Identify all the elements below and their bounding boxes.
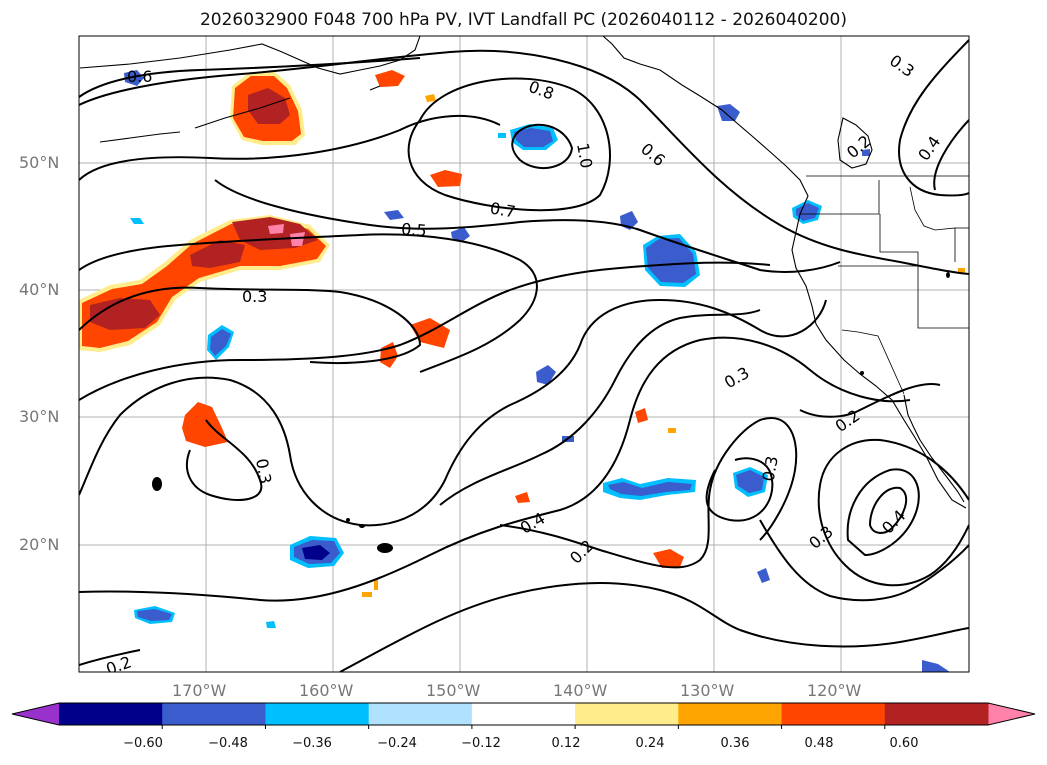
- negative-anomalies: [124, 70, 950, 672]
- contour-label: 1.0: [573, 141, 596, 169]
- lat-label-40n: 40°N: [19, 280, 60, 299]
- colorbar-tick-marks: [161, 725, 886, 729]
- contour-line: [79, 649, 141, 666]
- lat-label-30n: 30°N: [19, 407, 60, 426]
- contour-label: 0.3: [242, 287, 267, 306]
- lon-label-140w: 140°W: [553, 681, 608, 700]
- contour-line: [846, 468, 920, 556]
- map-frame: [78, 35, 970, 673]
- colorbar-tick-label: −0.36: [292, 736, 332, 751]
- colorbar-tick-label: 0.36: [720, 736, 750, 751]
- contour-label: 0.3: [252, 457, 275, 485]
- colorbar-cell: [884, 703, 989, 725]
- colorbar-cell: [678, 703, 783, 725]
- positive-anomalies: [79, 70, 965, 597]
- lat-label-50n: 50°N: [19, 153, 60, 172]
- contour-line: [499, 417, 798, 569]
- colorbar-cell: [575, 703, 679, 725]
- contour-line: [79, 286, 421, 364]
- colorbar-cell: [265, 703, 370, 725]
- contour-line: [869, 486, 908, 534]
- contour-line: [407, 77, 611, 212]
- contour-line: [79, 115, 501, 181]
- coastlines: [79, 36, 967, 509]
- contour-line: [79, 233, 538, 373]
- contour-line: [705, 457, 774, 522]
- colorbar-cell: [471, 703, 576, 725]
- colorbar-tick-label: 0.48: [804, 736, 834, 751]
- contour-line: [79, 336, 911, 602]
- colorbar-cell: [59, 703, 163, 725]
- contour-label: 0.5: [400, 219, 427, 240]
- colorbar-tick-label: −0.12: [461, 736, 501, 751]
- contour-line: [817, 438, 969, 587]
- lon-label-130w: 130°W: [680, 681, 735, 700]
- contour-label: 0.7: [489, 198, 517, 221]
- contour-line: [214, 179, 841, 273]
- lon-label-120w: 120°W: [807, 681, 862, 700]
- lon-label-160w: 160°W: [299, 681, 354, 700]
- colorbar-extend-high: [988, 703, 1035, 725]
- contour-line: [898, 39, 969, 197]
- islands: [152, 272, 950, 553]
- contour-label: 0.2: [104, 652, 134, 679]
- lon-label-150w: 150°W: [426, 681, 481, 700]
- colorbar-tick-label: −0.48: [208, 736, 248, 751]
- colorbar-outline: [11, 702, 1036, 726]
- colorbar-tick-label: −0.24: [377, 736, 417, 751]
- contour-line: [799, 383, 941, 418]
- colorbar-tick-label: 0.12: [551, 736, 581, 751]
- colorbar-extend-low: [12, 703, 59, 725]
- contour-line: [79, 261, 771, 401]
- colorbar-cell: [368, 703, 473, 725]
- colorbar-tick-label: 0.60: [889, 736, 919, 751]
- contour-label: 0.6: [127, 67, 152, 86]
- contour-line: [79, 49, 969, 275]
- contour-label: 0.3: [759, 454, 782, 482]
- colorbar-cell: [162, 703, 266, 725]
- colorbar-tick-label: 0.24: [635, 736, 665, 751]
- contour-line: [185, 419, 263, 501]
- colorbar-cells: [59, 703, 989, 725]
- map-title: 2026032900 F048 700 hPa PV, IVT Landfall…: [199, 10, 847, 30]
- lat-label-20n: 20°N: [19, 535, 60, 554]
- colorbar-tick-label: −0.60: [123, 736, 163, 751]
- contour-line: [759, 519, 969, 602]
- colorbar-cell: [781, 703, 886, 725]
- contour-lines: [79, 39, 969, 672]
- contour-line: [511, 123, 573, 169]
- lon-label-170w: 170°W: [172, 681, 227, 700]
- contour-line: [339, 582, 969, 672]
- colorbar: [11, 702, 1036, 729]
- contour-line: [79, 299, 827, 527]
- borders: [800, 175, 969, 395]
- contour-line: [933, 119, 969, 191]
- contour-line: [439, 309, 761, 506]
